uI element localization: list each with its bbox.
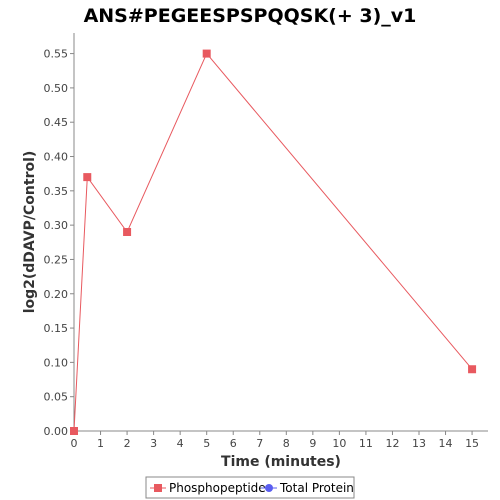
legend-label: Phosphopeptide — [169, 481, 266, 495]
y-tick-label: 0.35 — [44, 185, 69, 198]
data-point — [468, 365, 477, 374]
series-layer — [70, 49, 477, 435]
x-tick-label: 1 — [97, 437, 104, 450]
y-tick-label: 0.10 — [44, 356, 69, 369]
legend: Phosphopeptide Total Protein — [145, 476, 355, 499]
x-tick-label: 3 — [150, 437, 157, 450]
x-tick-label: 7 — [256, 437, 263, 450]
data-point — [123, 228, 132, 236]
x-tick-label: 14 — [439, 437, 453, 450]
x-tick-label: 15 — [465, 437, 479, 450]
x-tick-label: 11 — [359, 437, 373, 450]
legend-box — [145, 476, 355, 499]
y-tick-label: 0.30 — [44, 219, 69, 232]
data-point — [70, 427, 78, 435]
legend-label: Total Protein — [279, 481, 354, 495]
y-tick-label: 0.40 — [44, 151, 69, 164]
x-axis: 0 1 2 3 4 5 6 7 8 9 10 11 12 13 14 15 — [71, 431, 479, 450]
x-tick-label: 13 — [412, 437, 426, 450]
x-axis-label: Time (minutes) — [221, 454, 341, 470]
y-tick-label: 0.45 — [44, 116, 69, 129]
x-tick-label: 6 — [230, 437, 237, 450]
y-tick-label: 0.55 — [44, 48, 69, 61]
x-tick-label: 2 — [124, 437, 131, 450]
series-line-0 — [73, 52, 473, 432]
plot-area — [73, 33, 488, 432]
chart-title: ANS#PEGEESPSPQQSK(+ 3)_v1 — [84, 5, 417, 27]
y-axis: 0.00 0.05 0.10 0.15 0.20 0.25 0.30 0.35 0.40 0.45… — [44, 48, 74, 438]
y-tick-label: 0.50 — [44, 82, 69, 95]
y-tick-label: 0.25 — [44, 253, 69, 266]
x-tick-label: 4 — [177, 437, 184, 450]
x-tick-label: 5 — [203, 437, 210, 450]
x-tick-label: 10 — [332, 437, 346, 450]
y-tick-label: 0.05 — [44, 391, 69, 404]
y-tick-label: 0.20 — [44, 288, 69, 301]
data-point — [202, 49, 211, 58]
data-point — [83, 173, 92, 182]
x-tick-label: 0 — [71, 437, 78, 450]
x-tick-label: 8 — [283, 437, 290, 450]
y-axis-label: log2(dDAVP/Control) — [22, 151, 38, 314]
legend-marker-square — [154, 484, 162, 492]
x-tick-label: 12 — [385, 437, 399, 450]
x-tick-label: 9 — [309, 437, 316, 450]
legend-marker-circle — [265, 484, 273, 492]
y-tick-label: 0.00 — [44, 425, 69, 438]
y-tick-label: 0.15 — [44, 322, 69, 335]
